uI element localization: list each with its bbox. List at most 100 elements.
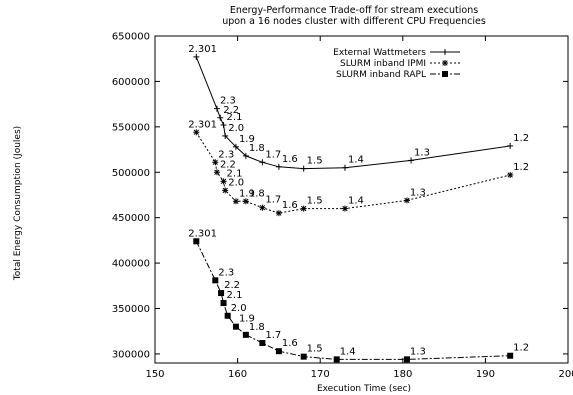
marker-square <box>300 353 307 360</box>
x-tick-label: 160 <box>228 369 247 380</box>
marker-star <box>442 60 448 66</box>
marker-star <box>259 204 266 211</box>
marker-star-d2 <box>259 205 266 211</box>
marker-plus <box>275 163 282 170</box>
point-label: 1.5 <box>307 156 323 167</box>
marker-star <box>300 205 307 212</box>
marker-star <box>193 129 200 136</box>
point-label: 2.3 <box>218 149 234 160</box>
marker-square <box>193 238 200 245</box>
point-label: 2.301 <box>188 44 217 55</box>
marker-star-d2 <box>193 129 199 135</box>
point-label: 1.9 <box>239 188 255 199</box>
x-axis-label: Execution Time (sec) <box>317 384 411 394</box>
y-tick-label: 450000 <box>112 213 150 224</box>
marker-plus <box>222 132 229 139</box>
point-label: 1.7 <box>265 330 281 341</box>
x-tick-label: 180 <box>393 369 412 380</box>
point-label: 2.1 <box>227 112 243 123</box>
x-tick-label: 190 <box>476 369 495 380</box>
y-tick-label: 550000 <box>112 122 150 133</box>
marker-star-d2 <box>212 159 218 165</box>
point-label: 2.301 <box>188 228 217 239</box>
marker-star <box>220 178 227 185</box>
point-label: 1.7 <box>265 149 281 160</box>
point-label: 2.0 <box>228 177 244 188</box>
point-label: 1.8 <box>249 143 265 154</box>
point-label: 2.3 <box>220 96 236 107</box>
marker-plus <box>242 152 249 159</box>
marker-plus <box>232 143 239 150</box>
marker-star <box>275 210 282 217</box>
marker-star <box>341 205 348 212</box>
point-label: 1.8 <box>249 322 265 333</box>
point-label: 1.4 <box>348 155 364 166</box>
marker-plus <box>259 159 266 166</box>
point-label: 1.2 <box>513 133 529 144</box>
y-tick-label: 300000 <box>112 349 150 360</box>
point-label: 1.6 <box>282 338 298 349</box>
point-label: 1.4 <box>340 346 356 357</box>
point-label: 2.301 <box>188 119 217 130</box>
point-label: 1.5 <box>307 344 323 355</box>
point-label: 1.5 <box>307 196 323 207</box>
marker-square <box>224 312 231 319</box>
marker-square <box>232 323 239 330</box>
marker-plus <box>300 165 307 172</box>
marker-star <box>212 159 219 166</box>
point-label: 2.3 <box>218 267 234 278</box>
marker-star <box>213 169 220 176</box>
point-label: 1.2 <box>513 162 529 173</box>
point-label: 2.0 <box>228 123 244 134</box>
point-label: 1.3 <box>410 187 426 198</box>
marker-square <box>442 71 448 77</box>
axis-ticks: 150 160 170 180 190 200 300000 350000 400000 4500… <box>112 32 573 381</box>
marker-star <box>403 197 410 204</box>
marker-square <box>220 300 227 307</box>
point-label: 1.3 <box>414 147 430 158</box>
marker-square <box>275 348 282 355</box>
y-tick-label: 350000 <box>112 304 150 315</box>
marker-star <box>242 198 249 205</box>
marker-star-d2 <box>507 172 513 178</box>
marker-star-d2 <box>220 178 227 184</box>
y-tick-label: 400000 <box>112 259 150 270</box>
point-label: 1.9 <box>239 134 255 145</box>
point-label: 1.3 <box>410 346 426 357</box>
marker-star-d2 <box>222 187 228 194</box>
marker-star <box>507 171 514 178</box>
legend-label: External Wattmeters <box>333 48 426 58</box>
series-2: 2.301 2.3 2.22.1 2.01.91.81.71.6 1.5 1.4 1.3 1.… <box>188 228 529 363</box>
marker-plus <box>507 142 514 149</box>
x-tick-label: 170 <box>311 369 330 380</box>
marker-star <box>232 198 239 205</box>
x-tick-label: 200 <box>558 369 573 380</box>
marker-star-d2 <box>276 210 282 216</box>
marker-square <box>259 340 266 347</box>
legend-label: SLURM inband RAPL <box>336 70 426 80</box>
marker-plus <box>341 164 348 171</box>
point-label: 2.1 <box>227 290 243 301</box>
marker-plus <box>213 105 220 112</box>
marker-star-d2 <box>233 198 239 204</box>
point-label: 1.2 <box>513 343 529 354</box>
y-tick-label: 600000 <box>112 77 150 88</box>
point-label: 1.8 <box>249 188 265 199</box>
y-tick-label: 500000 <box>112 168 150 179</box>
marker-star-d2 <box>442 60 448 66</box>
plot-frame <box>154 35 569 364</box>
point-label: 1.7 <box>265 195 281 206</box>
marker-plus <box>220 122 227 129</box>
chart-title-line-1: Energy-Performance Trade-off for stream … <box>230 5 478 16</box>
marker-square <box>507 352 514 359</box>
marker-star <box>222 187 229 194</box>
marker-plus <box>193 53 200 60</box>
point-label: 2.2 <box>223 105 239 116</box>
point-label: 1.6 <box>282 154 298 165</box>
marker-star-d2 <box>214 169 220 175</box>
